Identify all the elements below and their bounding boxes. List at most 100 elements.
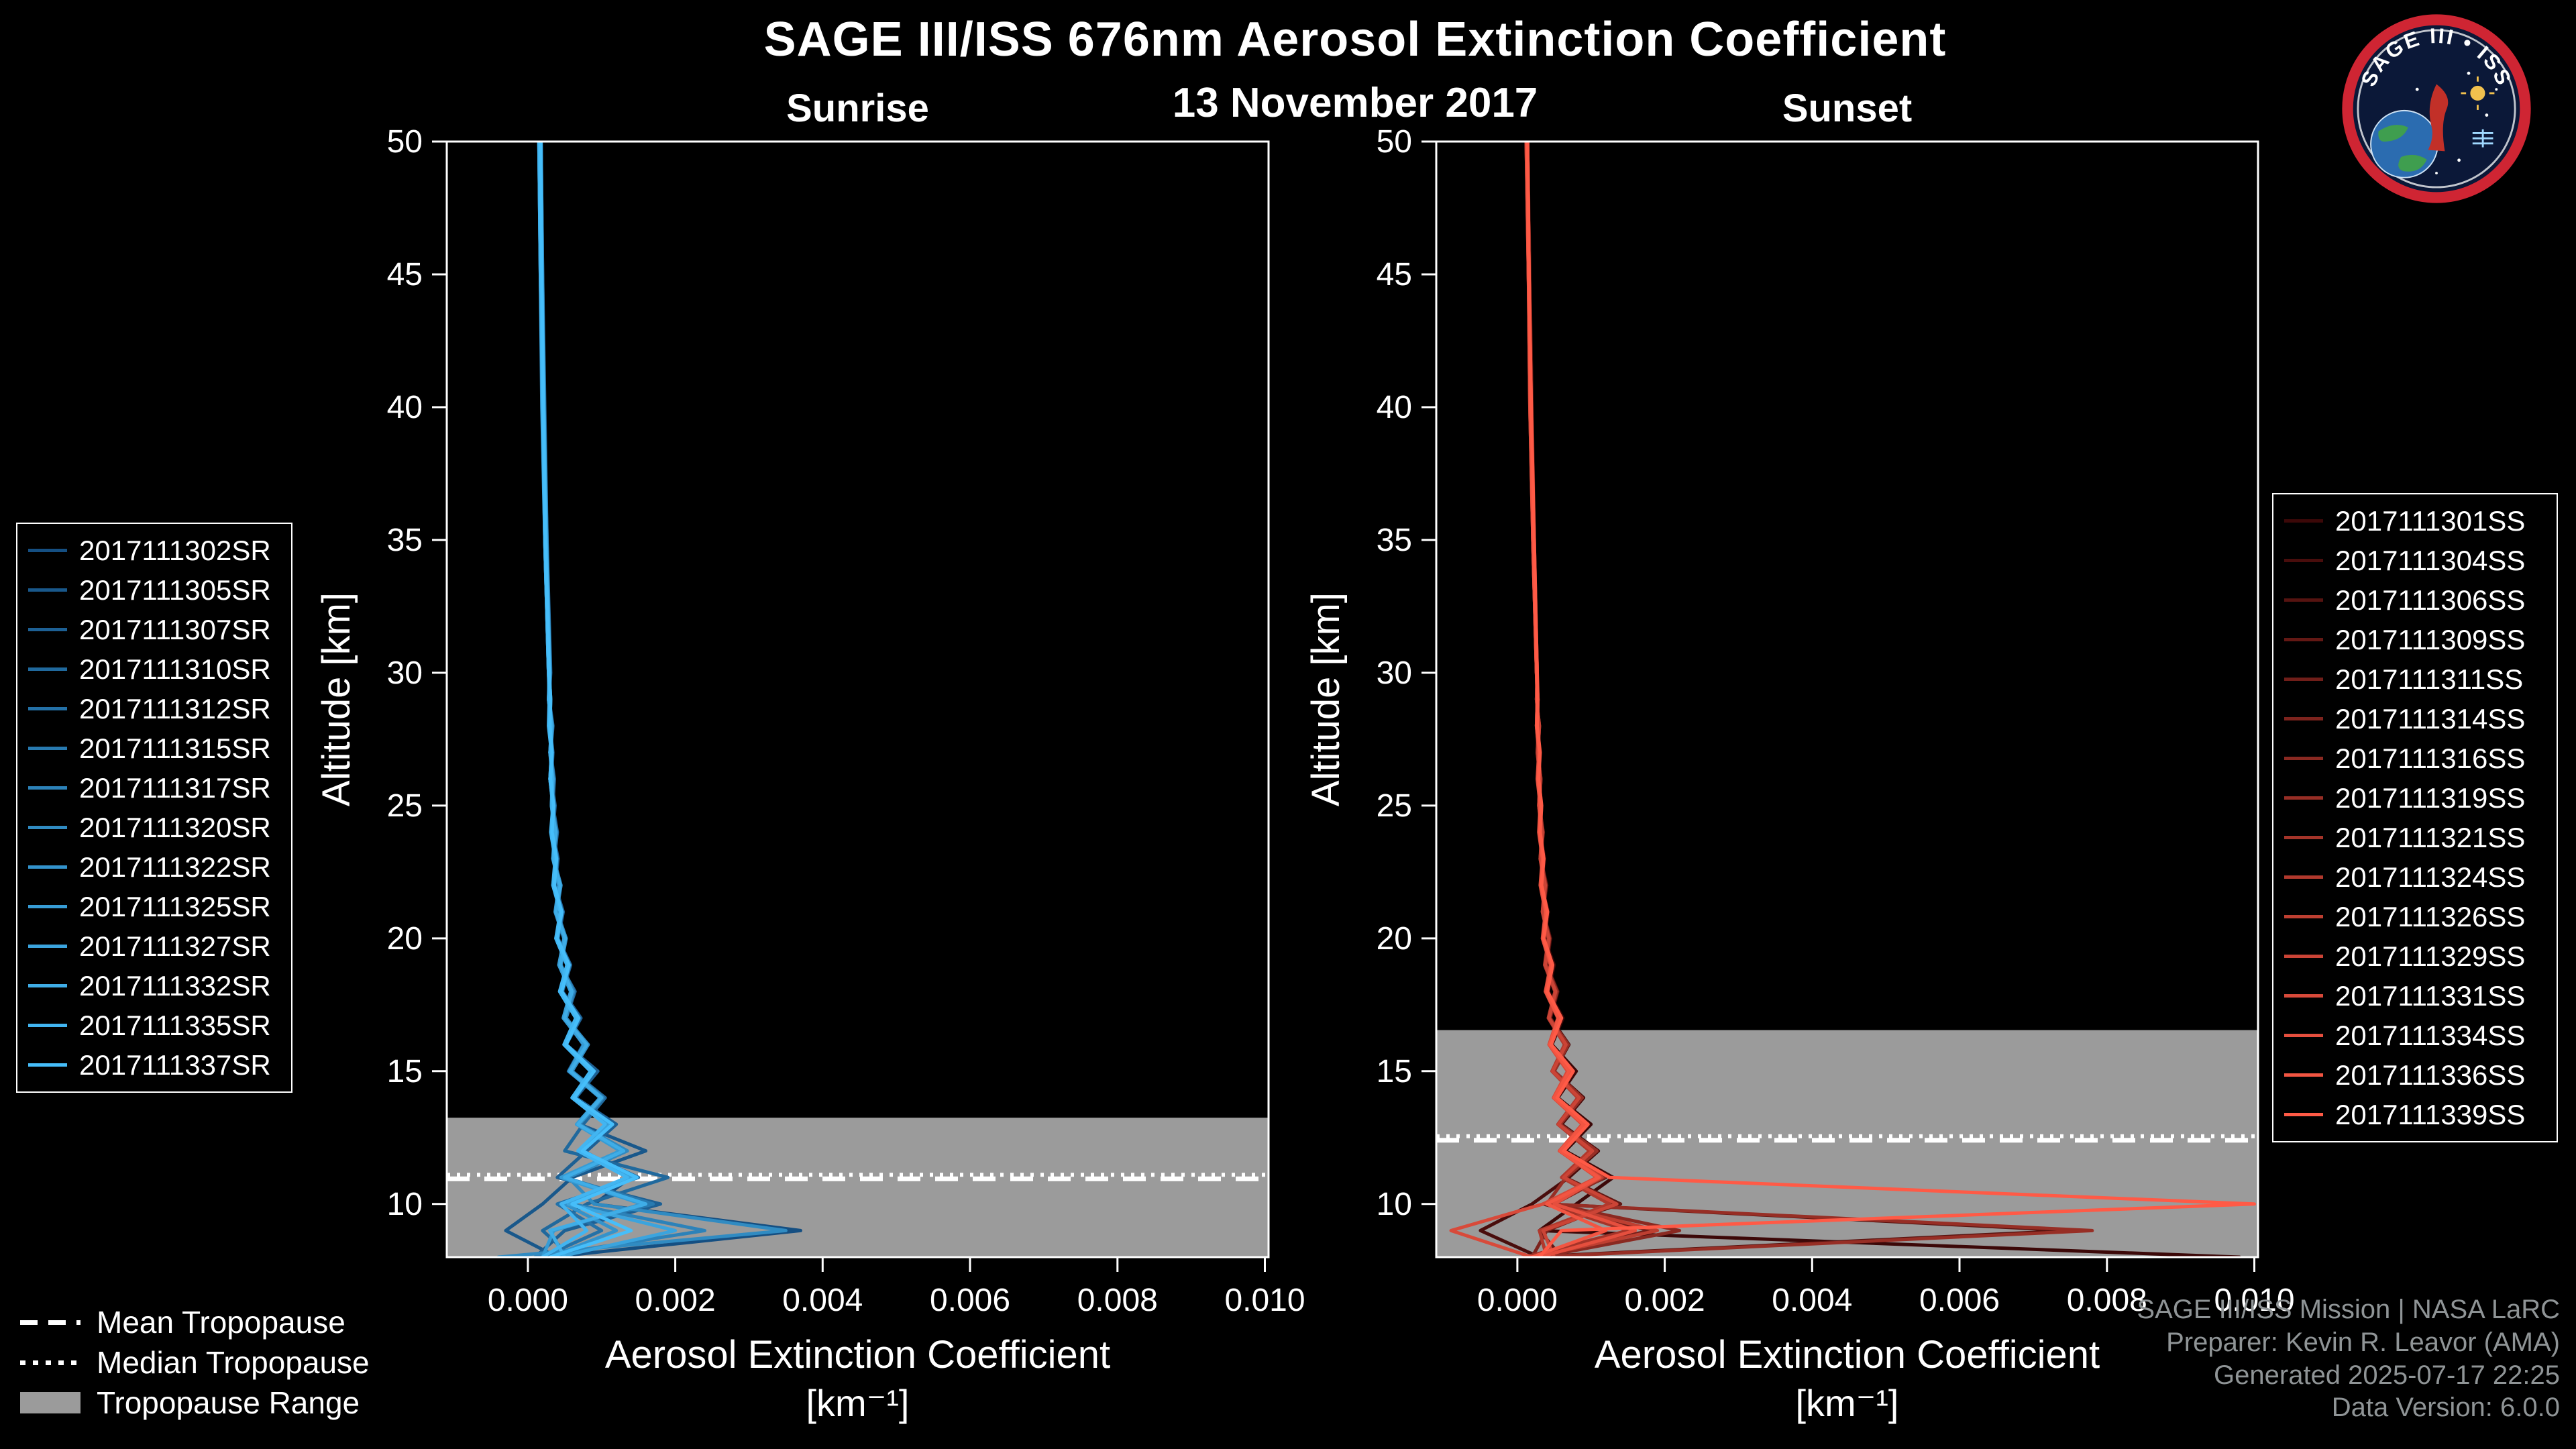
legend-entry: 2017111337SR xyxy=(28,1045,280,1085)
legend-entry-label: 2017111325SR xyxy=(79,890,271,922)
plot-frame xyxy=(445,140,1270,1258)
y-tick-label: 15 xyxy=(387,1054,423,1089)
legend-entry: 2017111316SS xyxy=(2284,739,2546,778)
y-tick-label: 15 xyxy=(1377,1054,1412,1089)
x-tick-label: 0.002 xyxy=(635,1283,716,1318)
iss-icon xyxy=(2472,129,2493,148)
x-tick-label: 0.008 xyxy=(2067,1283,2147,1318)
legend-line-swatch xyxy=(28,707,67,710)
x-tick-label: 0.010 xyxy=(2214,1283,2294,1318)
credits-data-version: Data Version: 6.0.0 xyxy=(2331,1393,2560,1423)
legend-entry-label: 2017111322SR xyxy=(79,851,271,883)
legend-entry: 2017111334SS xyxy=(2284,1016,2546,1055)
legend-line-swatch xyxy=(28,588,67,592)
profile-line-2017111317SR xyxy=(533,142,706,1257)
profile-line-2017111327SR xyxy=(537,142,678,1257)
legend-line-swatch xyxy=(28,667,67,671)
legend-line-swatch xyxy=(2284,915,2323,918)
profile-line-2017111310SR xyxy=(539,142,670,1257)
tropopause-range-legend-entry: Tropopause Range xyxy=(20,1385,370,1420)
panel-title-sunrise: Sunrise xyxy=(786,87,929,130)
legend-entry-label: 2017111311SS xyxy=(2335,663,2524,695)
legend-line-swatch xyxy=(2284,796,2323,800)
legend-line-swatch xyxy=(2284,559,2323,562)
x-tick-label: 0.004 xyxy=(1772,1283,1852,1318)
y-axis-label: Altitude [km] xyxy=(315,592,358,806)
credits-block: SAGE III/ISS Mission | NASA LaRC Prepare… xyxy=(2137,1293,2560,1424)
x-tick-label: 0.010 xyxy=(1224,1283,1305,1318)
y-tick-label: 25 xyxy=(387,788,423,824)
x-axis-units: [km⁻¹] xyxy=(806,1382,910,1424)
legend-entry-label: 2017111306SS xyxy=(2335,584,2526,616)
legend-line-swatch xyxy=(28,826,67,829)
legend-line-swatch xyxy=(2284,1034,2323,1037)
legend-entry-label: 2017111336SS xyxy=(2335,1059,2526,1091)
legend-entry-label: 2017111332SR xyxy=(79,969,271,1002)
dashed-line-icon xyxy=(20,1320,80,1325)
sunset-legend: 2017111301SS 2017111304SS 2017111306SS 2017… xyxy=(2272,493,2558,1142)
legend-entry-label: 2017111331SS xyxy=(2335,979,2526,1012)
y-tick-label: 50 xyxy=(387,124,423,160)
legend-entry: 2017111326SS xyxy=(2284,897,2546,936)
legend-line-swatch xyxy=(28,747,67,750)
x-tick-label: 0.004 xyxy=(782,1283,863,1318)
stars-icon xyxy=(2415,71,2498,174)
legend-line-swatch xyxy=(28,549,67,552)
legend-line-swatch xyxy=(28,1024,67,1027)
legend-line-swatch xyxy=(28,628,67,631)
y-tick-label: 35 xyxy=(1377,523,1412,558)
legend-entry-label: 2017111327SR xyxy=(79,930,271,962)
x-tick-label: 0.000 xyxy=(488,1283,568,1318)
median-tropopause-label: Median Tropopause xyxy=(97,1345,370,1380)
legend-entry: 2017111332SR xyxy=(28,966,280,1006)
legend-line-swatch xyxy=(2284,598,2323,602)
profile-line-2017111322SR xyxy=(537,142,633,1257)
x-tick-label: 0.008 xyxy=(1077,1283,1158,1318)
median-tropopause-legend-entry: Median Tropopause xyxy=(20,1345,370,1380)
y-tick-label: 30 xyxy=(1377,655,1412,691)
panel-title-sunset: Sunset xyxy=(1782,87,1913,130)
legend-entry: 2017111327SR xyxy=(28,926,280,966)
y-tick-label: 40 xyxy=(387,390,423,425)
y-tick-label: 35 xyxy=(387,523,423,558)
legend-line-swatch xyxy=(2284,875,2323,879)
legend-line-swatch xyxy=(28,945,67,948)
legend-entry-label: 2017111316SS xyxy=(2335,742,2526,774)
credits-preparer: Preparer: Kevin R. Leavor (AMA) xyxy=(2166,1327,2560,1357)
legend-line-swatch xyxy=(28,905,67,908)
legend-entry: 2017111315SR xyxy=(28,729,280,768)
legend-entry: 2017111314SS xyxy=(2284,699,2546,739)
legend-entry: 2017111331SS xyxy=(2284,976,2546,1016)
legend-entry-label: 2017111335SR xyxy=(79,1009,271,1041)
legend-line-swatch xyxy=(2284,836,2323,839)
figure-title: SAGE III/ISS 676nm Aerosol Extinction Co… xyxy=(763,13,1947,66)
legend-entry: 2017111312SR xyxy=(28,689,280,729)
legend-entry-label: 2017111305SR xyxy=(79,574,271,606)
credits-mission: SAGE III/ISS Mission | NASA LaRC xyxy=(2137,1295,2560,1324)
legend-entry-label: 2017111314SS xyxy=(2335,702,2526,735)
legend-entry-label: 2017111310SR xyxy=(79,653,271,685)
legend-entry: 2017111339SS xyxy=(2284,1095,2546,1134)
legend-entry-label: 2017111315SR xyxy=(79,732,271,764)
legend-entry-label: 2017111326SS xyxy=(2335,900,2526,932)
y-tick-label: 45 xyxy=(1377,257,1412,292)
legend-entry: 2017111322SR xyxy=(28,847,280,887)
y-tick-label: 50 xyxy=(1377,124,1412,160)
figure-date: 13 November 2017 xyxy=(1172,80,1538,126)
legend-line-swatch xyxy=(28,865,67,869)
sunrise-legend: 2017111302SR 2017111305SR 2017111307SR 2017… xyxy=(16,523,292,1093)
y-tick-label: 30 xyxy=(387,655,423,691)
legend-entry: 2017111310SR xyxy=(28,649,280,689)
legend-entry-label: 2017111312SR xyxy=(79,692,271,724)
credits-generated: Generated 2025-07-17 22:25 xyxy=(2214,1360,2560,1390)
profile-line-2017111332SR xyxy=(539,142,648,1257)
x-axis-units: [km⁻¹] xyxy=(1796,1382,1899,1424)
dotted-line-icon xyxy=(20,1360,80,1365)
legend-entry-label: 2017111339SS xyxy=(2335,1098,2526,1130)
y-tick-label: 20 xyxy=(387,921,423,957)
series-group xyxy=(1449,142,2256,1257)
y-tick-label: 10 xyxy=(387,1187,423,1222)
tropopause-range-band xyxy=(447,1118,1269,1257)
y-tick-label: 20 xyxy=(1377,921,1412,957)
